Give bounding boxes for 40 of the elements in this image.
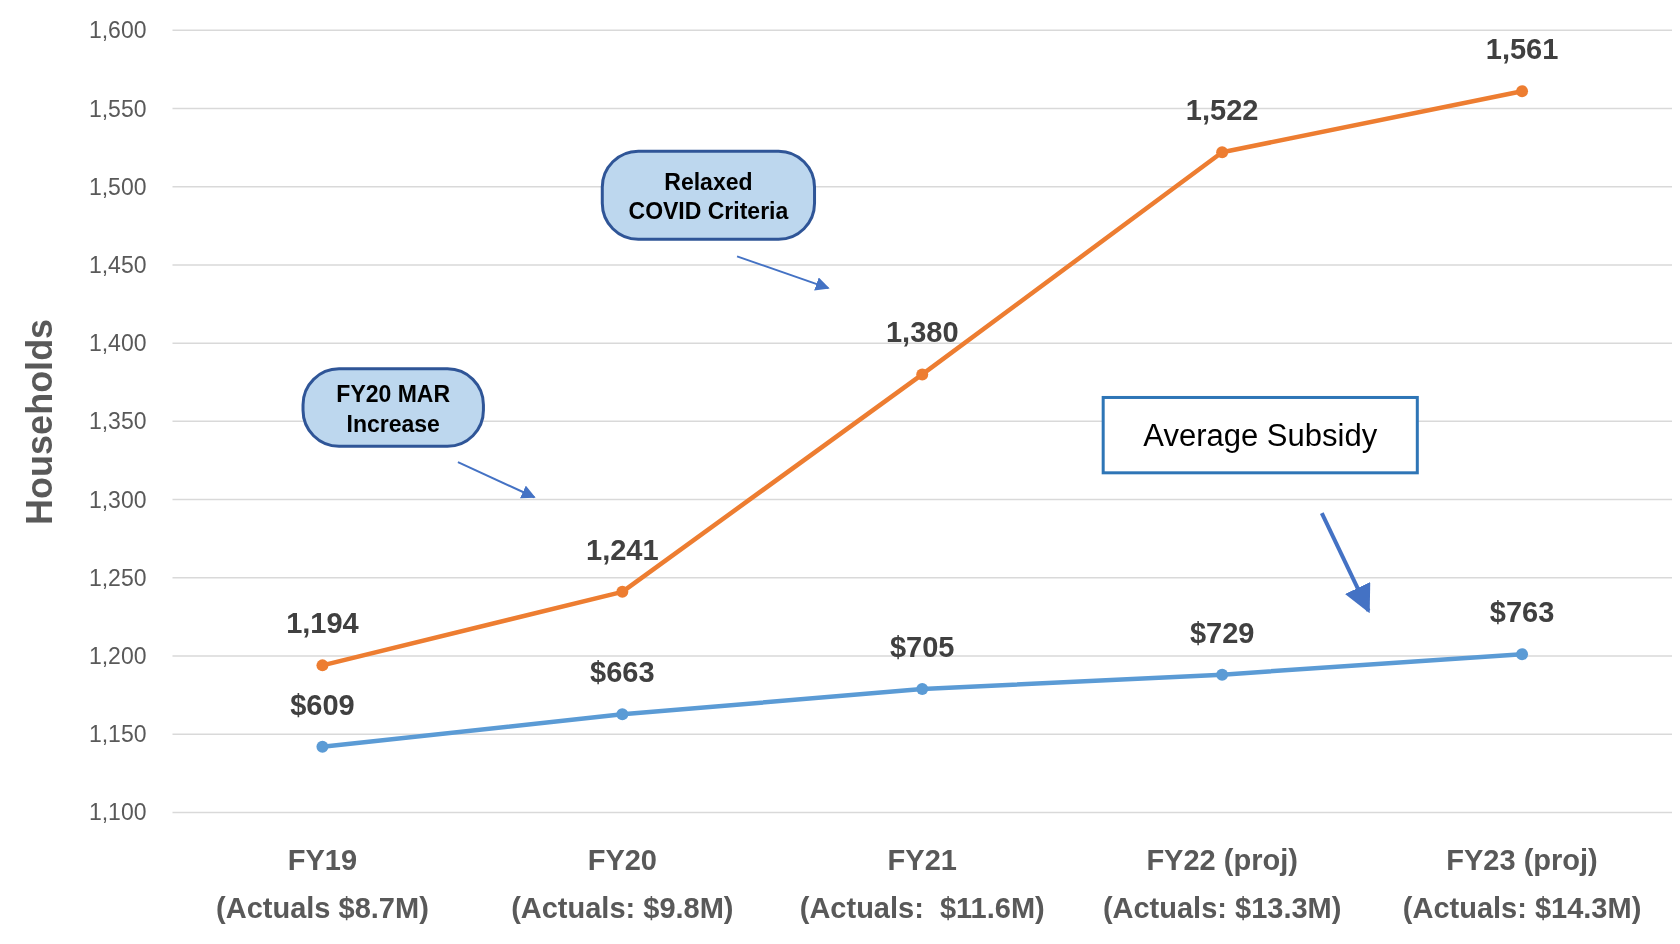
data-label: $729 xyxy=(1189,616,1255,649)
point xyxy=(916,368,929,381)
x-tick-label: FY22 (proj) (Actuals: $13.3M) xyxy=(1102,843,1342,924)
point xyxy=(316,659,329,672)
point xyxy=(916,683,929,696)
point xyxy=(1516,85,1529,98)
point xyxy=(1516,648,1529,661)
data-label: 1,561 xyxy=(1485,33,1559,66)
y-tick-label: 1,200 xyxy=(88,643,147,670)
annotation: Average Subsidy xyxy=(1143,417,1378,453)
data-label: 1,522 xyxy=(1185,94,1259,127)
data-label: $609 xyxy=(290,688,355,721)
y-tick-label: 1,500 xyxy=(88,173,147,200)
x-tick-label: FY19 (Actuals $8.7M) xyxy=(216,843,429,924)
data-label: $663 xyxy=(590,656,655,689)
y-tick-label: 1,450 xyxy=(88,251,147,278)
annotation: FY20 MAR Increase xyxy=(336,380,451,437)
data-label: 1,194 xyxy=(286,607,359,640)
x-tick-label: FY21 (Actuals: $11.6M) xyxy=(799,843,1045,924)
y-tick-label: 1,550 xyxy=(88,95,147,122)
x-tick-label: FY20 (Actuals: $9.8M) xyxy=(511,843,734,924)
y-tick-label: 1,600 xyxy=(88,17,147,44)
y-tick-label: 1,300 xyxy=(88,486,147,513)
y-tick-label: 1,100 xyxy=(88,799,147,826)
y-tick-label: 1,350 xyxy=(88,408,147,435)
data-label: 1,241 xyxy=(586,533,659,566)
point xyxy=(616,708,629,721)
annotation: Relaxed COVID Criteria xyxy=(628,168,789,225)
data-label: $705 xyxy=(889,631,955,664)
y-tick-label: 1,150 xyxy=(88,721,147,748)
y-axis-title: Households xyxy=(19,318,61,525)
x-tick-label: FY23 (proj) (Actuals: $14.3M) xyxy=(1402,843,1642,924)
data-label: 1,380 xyxy=(885,316,959,349)
point xyxy=(616,585,629,598)
data-label: $763 xyxy=(1489,596,1555,629)
point xyxy=(1216,668,1229,681)
point xyxy=(316,740,329,753)
y-tick-label: 1,250 xyxy=(88,564,147,591)
y-tick-label: 1,400 xyxy=(88,330,147,357)
point xyxy=(1216,146,1229,159)
